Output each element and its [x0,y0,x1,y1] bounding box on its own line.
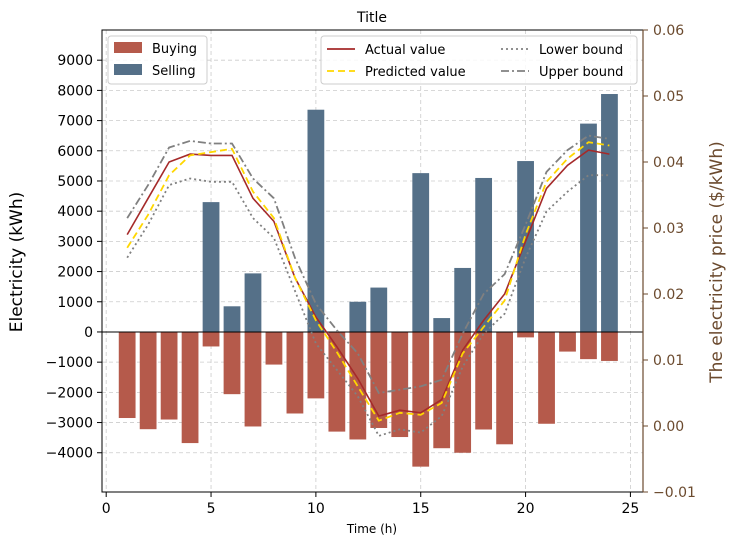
x-tick-label: 25 [622,501,640,517]
bar-selling [349,301,367,332]
y2-tick-label: 0.05 [653,89,684,105]
y-tick-label: 0 [84,325,93,341]
bar-buying [433,331,451,449]
line-actual-value [126,149,610,418]
bar-buying [244,331,262,427]
y-tick-label: 4000 [57,204,93,220]
y-tick-label: 5000 [57,174,93,190]
x-tick-label: 20 [517,501,535,517]
legend-price-lines: Actual value Predicted value Lower bound Up… [320,35,638,85]
line-upper-bound [126,134,610,394]
legend-label: Buying [152,42,197,57]
bar-buying [601,331,618,361]
legend-swatch [114,42,142,53]
bar-buying [328,331,346,432]
y2-tick-label: 0.03 [653,221,684,237]
x-tick-label: 5 [207,501,216,517]
x-tick-label: 10 [307,501,325,517]
bar-selling [454,267,472,332]
legend-label: Lower bound [539,43,623,58]
bar-selling [223,306,241,332]
legend-buying-selling: Buying Selling [107,35,208,85]
bar-buying [307,331,325,399]
bar-selling [433,318,451,332]
y2-tick-label: 0.06 [653,23,684,39]
bar-selling [517,161,534,332]
bar-buying [496,331,513,445]
line-layer [126,134,610,437]
y2-tick-label: 0.02 [653,287,684,303]
bar-buying [538,331,555,424]
bar-buying [475,331,493,430]
x-tick-label: 15 [412,501,430,517]
bar-buying [370,331,388,428]
legend-label: Predicted value [365,65,466,80]
bar-buying [223,331,241,395]
bar-selling [412,173,430,332]
bar-buying [265,331,283,365]
bar-layer [118,94,618,467]
bar-buying [181,331,199,444]
bar-buying [580,331,597,360]
y2-tick-label: 0.04 [653,155,684,171]
y-tick-label: 9000 [57,53,93,69]
y-tick-label: −1000 [46,355,93,371]
bar-buying [517,331,534,338]
y-tick-label: 3000 [57,234,93,250]
legend-label: Selling [152,64,196,79]
bar-buying [160,331,178,420]
y-tick-label: 7000 [57,114,93,130]
x-axis-label: Time (h) [346,522,397,536]
y-tick-label: −2000 [46,385,93,401]
bar-buying [139,331,157,430]
y-tick-label: −4000 [46,446,93,462]
y2-tick-label: 0.00 [653,419,684,435]
y2-tick-label: −0.01 [653,485,696,501]
bar-selling [475,177,493,332]
y-tick-label: 6000 [57,144,93,160]
bar-selling [244,273,262,332]
y2-axis-label: The electricity price ($/kWh) [707,141,727,384]
axis-layer: 0 5 10 15 20 25 −4000 −3000 −2000 −1000 0 1000 2000 3… [46,23,696,517]
bar-buying [559,331,576,352]
legend-swatch [114,64,142,75]
bar-buying [202,331,220,347]
bar-selling [601,94,618,332]
y2-tick-label: 0.01 [653,353,684,369]
bar-selling [202,202,220,332]
y-axis-label: Electricity (kWh) [7,192,27,333]
legend-box [320,35,638,85]
y-tick-label: 2000 [57,265,93,281]
x-tick-label: 0 [102,501,111,517]
bar-selling [307,109,325,332]
y-tick-label: −3000 [46,416,93,432]
legend-label: Upper bound [539,65,623,80]
y-tick-label: 8000 [57,83,93,99]
bar-buying [286,331,304,414]
bar-buying [412,331,430,467]
y-tick-label: 1000 [57,295,93,311]
bar-buying [391,331,409,438]
legend-label: Actual value [365,43,445,58]
line-predicted-value [126,141,610,422]
chart-title: Title [356,10,387,26]
bar-selling [370,287,388,332]
bar-buying [118,331,136,419]
